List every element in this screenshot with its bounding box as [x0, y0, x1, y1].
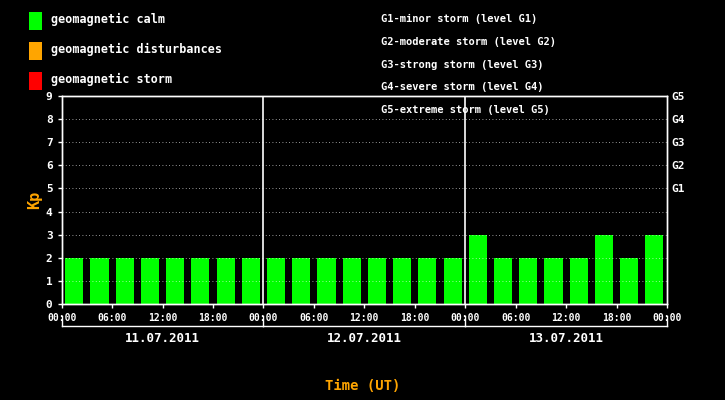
Bar: [91, 258, 109, 304]
Bar: [519, 258, 537, 304]
Y-axis label: Kp: Kp: [27, 191, 41, 209]
Text: geomagnetic calm: geomagnetic calm: [51, 13, 165, 26]
Text: G3-strong storm (level G3): G3-strong storm (level G3): [381, 60, 543, 70]
Text: G1-minor storm (level G1): G1-minor storm (level G1): [381, 14, 537, 24]
Bar: [318, 258, 336, 304]
Text: G2-moderate storm (level G2): G2-moderate storm (level G2): [381, 37, 555, 47]
Text: G4-severe storm (level G4): G4-severe storm (level G4): [381, 82, 543, 92]
Bar: [343, 258, 361, 304]
Bar: [393, 258, 411, 304]
Bar: [570, 258, 588, 304]
Text: Time (UT): Time (UT): [325, 379, 400, 393]
Bar: [115, 258, 134, 304]
Bar: [469, 235, 487, 304]
Bar: [368, 258, 386, 304]
Text: 11.07.2011: 11.07.2011: [125, 332, 200, 345]
Bar: [418, 258, 436, 304]
Bar: [65, 258, 83, 304]
Bar: [292, 258, 310, 304]
Text: G5-extreme storm (level G5): G5-extreme storm (level G5): [381, 105, 550, 115]
Bar: [141, 258, 159, 304]
Bar: [191, 258, 210, 304]
Bar: [544, 258, 563, 304]
Text: 13.07.2011: 13.07.2011: [529, 332, 604, 345]
Bar: [620, 258, 638, 304]
Text: geomagnetic disturbances: geomagnetic disturbances: [51, 43, 222, 56]
Text: geomagnetic storm: geomagnetic storm: [51, 73, 172, 86]
Bar: [594, 235, 613, 304]
Bar: [494, 258, 512, 304]
Bar: [267, 258, 285, 304]
Bar: [241, 258, 260, 304]
Bar: [645, 235, 663, 304]
Bar: [444, 258, 462, 304]
Bar: [166, 258, 184, 304]
Bar: [217, 258, 235, 304]
Text: 12.07.2011: 12.07.2011: [327, 332, 402, 345]
